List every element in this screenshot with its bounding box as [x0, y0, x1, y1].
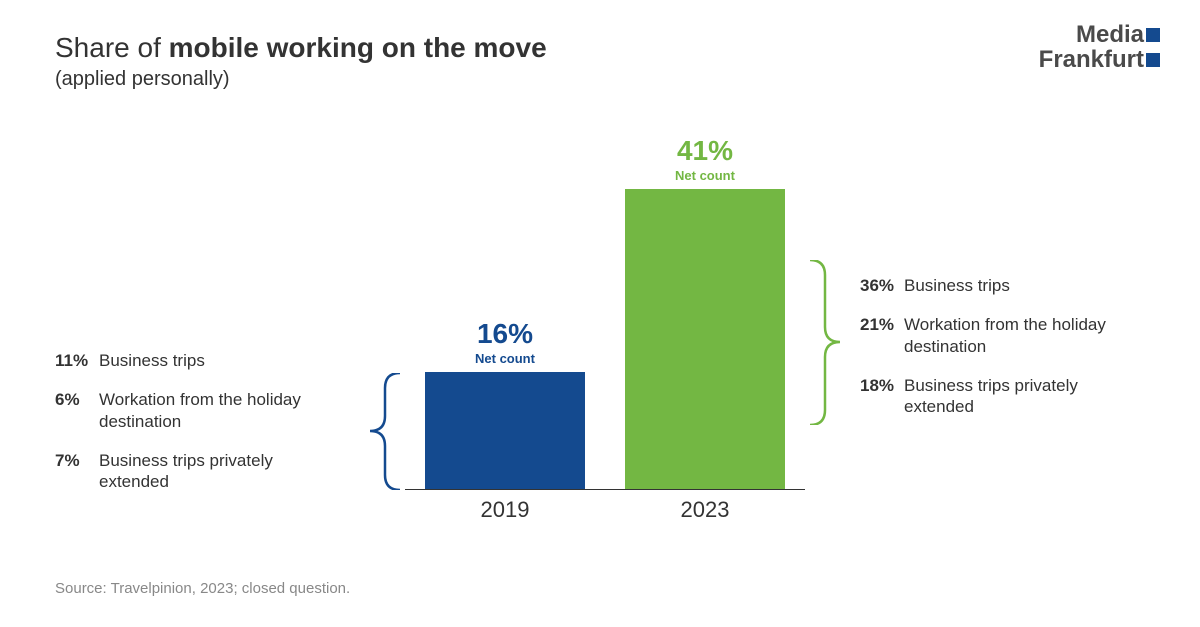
bar-2019-netcount: Net count	[425, 351, 585, 366]
logo-square-icon	[1146, 53, 1160, 67]
breakdown-pct: 18%	[860, 375, 904, 418]
logo-line-2: Frankfurt	[1039, 47, 1160, 72]
source-footnote: Source: Travelpinion, 2023; closed quest…	[55, 580, 350, 597]
breakdown-row: 36% Business trips	[860, 275, 1145, 296]
breakdown-label: Workation from the holiday destination	[99, 389, 340, 432]
bar-2019-percent: 16%	[425, 318, 585, 350]
breakdown-pct: 6%	[55, 389, 99, 432]
title-prefix: Share of	[55, 32, 169, 63]
bar-2019-category: 2019	[425, 497, 585, 523]
breakdown-pct: 7%	[55, 450, 99, 493]
bracket-right-icon	[810, 260, 840, 425]
bar-2023-percent: 41%	[625, 135, 785, 167]
title-bold: mobile working on the move	[169, 32, 547, 63]
logo-line-1: Media	[1039, 22, 1160, 47]
x-axis	[405, 489, 805, 490]
breakdown-row: 21% Workation from the holiday destinati…	[860, 314, 1145, 357]
bar-chart: 16% Net count 2019 41% Net count 2023	[405, 190, 805, 490]
breakdown-pct: 21%	[860, 314, 904, 357]
breakdown-row: 18% Business trips privately extended	[860, 375, 1145, 418]
breakdown-2019: 11% Business trips 6% Workation from the…	[55, 350, 340, 510]
bracket-left-icon	[370, 373, 400, 490]
chart-title: Share of mobile working on the move	[55, 32, 547, 64]
brand-logo: Media Frankfurt	[1039, 22, 1160, 72]
chart-header: Share of mobile working on the move (app…	[55, 32, 547, 91]
logo-text-1: Media	[1076, 22, 1144, 47]
breakdown-label: Workation from the holiday destination	[904, 314, 1145, 357]
breakdown-pct: 36%	[860, 275, 904, 296]
bar-2023-netcount: Net count	[625, 168, 785, 183]
logo-text-2: Frankfurt	[1039, 47, 1144, 72]
breakdown-label: Business trips privately extended	[99, 450, 340, 493]
breakdown-label: Business trips	[904, 275, 1145, 296]
breakdown-2023: 36% Business trips 21% Workation from th…	[860, 275, 1145, 435]
logo-square-icon	[1146, 28, 1160, 42]
breakdown-pct: 11%	[55, 350, 99, 371]
breakdown-label: Business trips privately extended	[904, 375, 1145, 418]
breakdown-row: 7% Business trips privately extended	[55, 450, 340, 493]
chart-subtitle: (applied personally)	[55, 68, 547, 91]
breakdown-label: Business trips	[99, 350, 340, 371]
bar-2023-category: 2023	[625, 497, 785, 523]
bar-2019: 16% Net count 2019	[425, 372, 585, 489]
bar-2023: 41% Net count 2023	[625, 189, 785, 489]
breakdown-row: 6% Workation from the holiday destinatio…	[55, 389, 340, 432]
breakdown-row: 11% Business trips	[55, 350, 340, 371]
